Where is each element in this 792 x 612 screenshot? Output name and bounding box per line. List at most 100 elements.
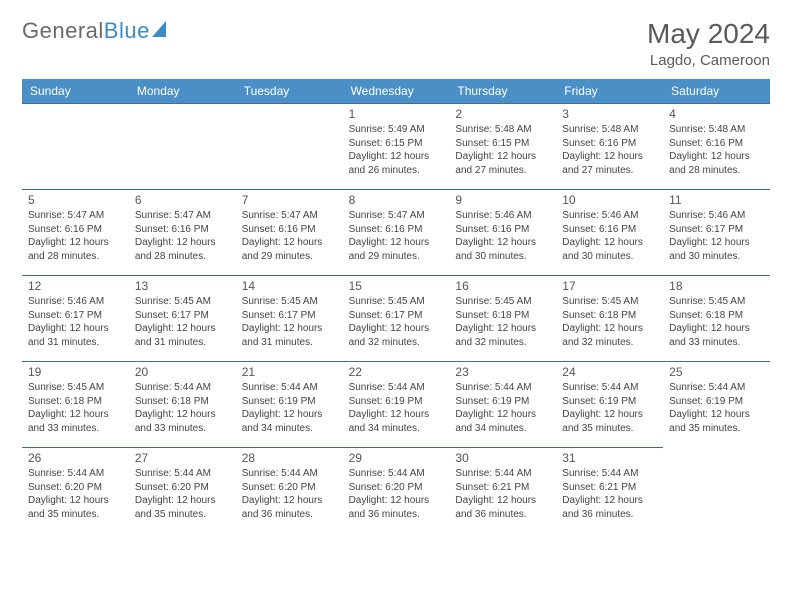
day-info: Sunrise: 5:44 AMSunset: 6:20 PMDaylight:… [135, 467, 230, 521]
day-cell: 14 Sunrise: 5:45 AMSunset: 6:17 PMDayligh… [236, 275, 343, 361]
day-number: 15 [349, 279, 444, 293]
day-info: Sunrise: 5:45 AMSunset: 6:17 PMDaylight:… [349, 295, 444, 349]
day-cell: 11Sunrise: 5:46 AMSunset: 6:17 PMDayligh… [663, 189, 770, 275]
day-cell: 30Sunrise: 5:44 AMSunset: 6:21 PMDayligh… [449, 447, 556, 533]
day-info: Sunrise: 5:44 AMSunset: 6:18 PMDaylight:… [135, 381, 230, 435]
day-number: 25 [669, 365, 764, 379]
day-cell: 31 Sunrise: 5:44 AMSunset: 6:21 PMDayligh… [556, 447, 663, 533]
day-number: 2 [455, 107, 550, 121]
day-number: 26 [28, 451, 123, 465]
day-number: 16 [455, 279, 550, 293]
day-cell: 6 Sunrise: 5:47 AMSunset: 6:16 PMDaylight… [129, 189, 236, 275]
day-number: 20 [135, 365, 230, 379]
day-cell: 29Sunrise: 5:44 AMSunset: 6:20 PMDayligh… [343, 447, 450, 533]
day-number: 13 [135, 279, 230, 293]
day-info: Sunrise: 5:44 AMSunset: 6:19 PMDaylight:… [669, 381, 764, 435]
weekday-label: Monday [129, 79, 236, 103]
weekday-label: Saturday [663, 79, 770, 103]
day-cell: 23Sunrise: 5:44 AMSunset: 6:19 PMDayligh… [449, 361, 556, 447]
day-info: Sunrise: 5:45 AMSunset: 6:18 PMDaylight:… [669, 295, 764, 349]
empty-cell [236, 103, 343, 189]
calendar-page: GeneralBlue May 2024 Lagdo, Cameroon Sun… [0, 0, 792, 543]
logo-triangle-icon [152, 21, 166, 37]
day-number: 23 [455, 365, 550, 379]
day-info: Sunrise: 5:46 AMSunset: 6:17 PMDaylight:… [28, 295, 123, 349]
day-number: 9 [455, 193, 550, 207]
logo-text-general: General [22, 18, 104, 44]
day-cell: 27 Sunrise: 5:44 AMSunset: 6:20 PMDayligh… [129, 447, 236, 533]
day-cell: 22 Sunrise: 5:44 AMSunset: 6:19 PMDayligh… [343, 361, 450, 447]
day-number: 4 [669, 107, 764, 121]
day-info: Sunrise: 5:44 AMSunset: 6:21 PMDaylight:… [455, 467, 550, 521]
day-number: 19 [28, 365, 123, 379]
day-info: Sunrise: 5:44 AMSunset: 6:19 PMDaylight:… [349, 381, 444, 435]
day-cell: 7 Sunrise: 5:47 AMSunset: 6:16 PMDaylight… [236, 189, 343, 275]
day-cell: 19 Sunrise: 5:45 AMSunset: 6:18 PMDayligh… [22, 361, 129, 447]
day-number: 7 [242, 193, 337, 207]
month-title: May 2024 [647, 18, 770, 50]
day-cell: 4 Sunrise: 5:48 AMSunset: 6:16 PMDaylight… [663, 103, 770, 189]
day-info: Sunrise: 5:45 AMSunset: 6:18 PMDaylight:… [28, 381, 123, 435]
day-number: 8 [349, 193, 444, 207]
weekday-label: Friday [556, 79, 663, 103]
day-cell: 10 Sunrise: 5:46 AMSunset: 6:16 PMDayligh… [556, 189, 663, 275]
day-cell: 2 Sunrise: 5:48 AMSunset: 6:15 PMDaylight… [449, 103, 556, 189]
day-cell: 16 Sunrise: 5:45 AMSunset: 6:18 PMDayligh… [449, 275, 556, 361]
weekday-label: Thursday [449, 79, 556, 103]
day-number: 5 [28, 193, 123, 207]
day-cell: 17 Sunrise: 5:45 AMSunset: 6:18 PMDayligh… [556, 275, 663, 361]
day-number: 31 [562, 451, 657, 465]
day-info: Sunrise: 5:46 AMSunset: 6:16 PMDaylight:… [562, 209, 657, 263]
day-number: 24 [562, 365, 657, 379]
day-cell: 20 Sunrise: 5:44 AMSunset: 6:18 PMDayligh… [129, 361, 236, 447]
day-number: 28 [242, 451, 337, 465]
day-number: 10 [562, 193, 657, 207]
day-info: Sunrise: 5:47 AMSunset: 6:16 PMDaylight:… [242, 209, 337, 263]
day-info: Sunrise: 5:46 AMSunset: 6:17 PMDaylight:… [669, 209, 764, 263]
empty-cell [22, 103, 129, 189]
day-number: 17 [562, 279, 657, 293]
day-number: 3 [562, 107, 657, 121]
day-info: Sunrise: 5:46 AMSunset: 6:16 PMDaylight:… [455, 209, 550, 263]
day-cell: 18Sunrise: 5:45 AMSunset: 6:18 PMDayligh… [663, 275, 770, 361]
day-number: 12 [28, 279, 123, 293]
weekday-header: SundayMondayTuesdayWednesdayThursdayFrid… [22, 79, 770, 103]
day-cell: 13 Sunrise: 5:45 AMSunset: 6:17 PMDayligh… [129, 275, 236, 361]
day-info: Sunrise: 5:47 AMSunset: 6:16 PMDaylight:… [349, 209, 444, 263]
day-cell: 5 Sunrise: 5:47 AMSunset: 6:16 PMDaylight… [22, 189, 129, 275]
day-cell: 3 Sunrise: 5:48 AMSunset: 6:16 PMDaylight… [556, 103, 663, 189]
day-cell: 8 Sunrise: 5:47 AMSunset: 6:16 PMDaylight… [343, 189, 450, 275]
day-cell: 9 Sunrise: 5:46 AMSunset: 6:16 PMDaylight… [449, 189, 556, 275]
day-info: Sunrise: 5:45 AMSunset: 6:18 PMDaylight:… [562, 295, 657, 349]
day-info: Sunrise: 5:47 AMSunset: 6:16 PMDaylight:… [135, 209, 230, 263]
day-info: Sunrise: 5:44 AMSunset: 6:19 PMDaylight:… [242, 381, 337, 435]
day-info: Sunrise: 5:44 AMSunset: 6:21 PMDaylight:… [562, 467, 657, 521]
day-info: Sunrise: 5:47 AMSunset: 6:16 PMDaylight:… [28, 209, 123, 263]
day-info: Sunrise: 5:48 AMSunset: 6:15 PMDaylight:… [455, 123, 550, 177]
day-info: Sunrise: 5:44 AMSunset: 6:20 PMDaylight:… [242, 467, 337, 521]
day-number: 1 [349, 107, 444, 121]
header: GeneralBlue May 2024 Lagdo, Cameroon [22, 18, 770, 69]
day-info: Sunrise: 5:45 AMSunset: 6:18 PMDaylight:… [455, 295, 550, 349]
day-info: Sunrise: 5:45 AMSunset: 6:17 PMDaylight:… [135, 295, 230, 349]
weekday-label: Tuesday [236, 79, 343, 103]
day-cell: 12 Sunrise: 5:46 AMSunset: 6:17 PMDayligh… [22, 275, 129, 361]
day-info: Sunrise: 5:45 AMSunset: 6:17 PMDaylight:… [242, 295, 337, 349]
weekday-label: Sunday [22, 79, 129, 103]
day-number: 14 [242, 279, 337, 293]
day-cell: 21 Sunrise: 5:44 AMSunset: 6:19 PMDayligh… [236, 361, 343, 447]
day-number: 22 [349, 365, 444, 379]
day-info: Sunrise: 5:44 AMSunset: 6:20 PMDaylight:… [28, 467, 123, 521]
logo: GeneralBlue [22, 18, 166, 44]
day-number: 6 [135, 193, 230, 207]
day-cell: 28 Sunrise: 5:44 AMSunset: 6:20 PMDayligh… [236, 447, 343, 533]
day-info: Sunrise: 5:49 AMSunset: 6:15 PMDaylight:… [349, 123, 444, 177]
day-number: 27 [135, 451, 230, 465]
day-info: Sunrise: 5:48 AMSunset: 6:16 PMDaylight:… [562, 123, 657, 177]
day-number: 21 [242, 365, 337, 379]
day-info: Sunrise: 5:44 AMSunset: 6:20 PMDaylight:… [349, 467, 444, 521]
day-cell: 26 Sunrise: 5:44 AMSunset: 6:20 PMDayligh… [22, 447, 129, 533]
day-cell: 24Sunrise: 5:44 AMSunset: 6:19 PMDayligh… [556, 361, 663, 447]
day-cell: 25 Sunrise: 5:44 AMSunset: 6:19 PMDayligh… [663, 361, 770, 447]
day-info: Sunrise: 5:48 AMSunset: 6:16 PMDaylight:… [669, 123, 764, 177]
